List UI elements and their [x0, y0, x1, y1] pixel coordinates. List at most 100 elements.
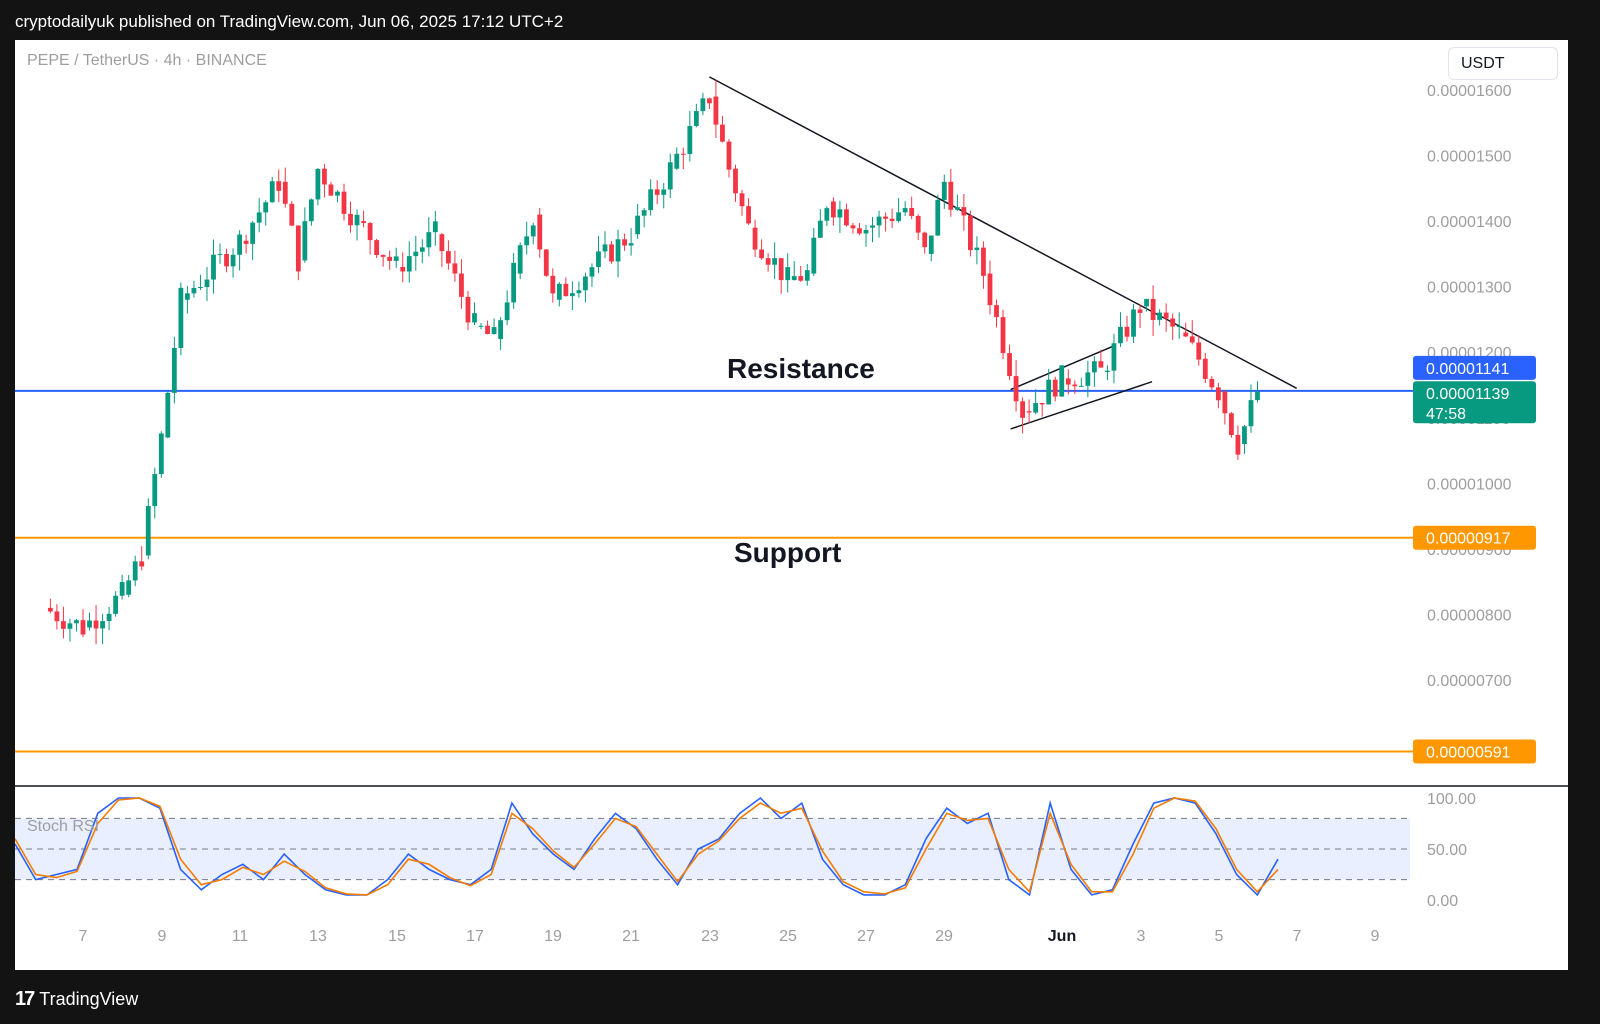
candle[interactable] — [987, 273, 993, 306]
candle[interactable] — [171, 347, 177, 393]
candle[interactable] — [413, 251, 419, 257]
candle[interactable] — [393, 256, 399, 261]
candle[interactable] — [1046, 379, 1052, 405]
candle[interactable] — [126, 580, 132, 595]
candle[interactable] — [974, 247, 980, 251]
candle[interactable] — [478, 325, 484, 327]
candle[interactable] — [406, 256, 412, 272]
candle[interactable] — [230, 254, 236, 267]
candle[interactable] — [498, 320, 503, 340]
candle[interactable] — [687, 125, 693, 155]
candle[interactable] — [132, 561, 138, 581]
candle[interactable] — [700, 98, 706, 112]
candle[interactable] — [335, 191, 340, 196]
candle[interactable] — [850, 225, 856, 229]
candle[interactable] — [1189, 336, 1195, 343]
chart-frame[interactable]: 0.00001600 0.00001500 0.00001400 0.00001300… — [15, 40, 1568, 970]
candle[interactable] — [556, 283, 562, 300]
candle[interactable] — [380, 254, 386, 257]
candle[interactable] — [295, 225, 301, 272]
candle[interactable] — [759, 249, 764, 259]
candle[interactable] — [67, 623, 73, 629]
candle[interactable] — [1255, 391, 1260, 401]
candle[interactable] — [198, 287, 203, 289]
candle[interactable] — [439, 234, 445, 252]
oscillator-series-line[interactable] — [15, 796, 1279, 897]
candle[interactable] — [269, 181, 275, 203]
candle[interactable] — [328, 184, 334, 196]
candle[interactable] — [302, 221, 308, 261]
candle[interactable] — [322, 168, 327, 185]
candle[interactable] — [256, 212, 262, 223]
candle[interactable] — [785, 267, 791, 281]
candle[interactable] — [47, 607, 53, 612]
candle[interactable] — [1013, 376, 1019, 402]
candle[interactable] — [1000, 317, 1006, 354]
candle[interactable] — [680, 153, 686, 155]
candle[interactable] — [158, 433, 164, 475]
candle[interactable] — [726, 141, 732, 170]
candle[interactable] — [459, 273, 464, 297]
candle[interactable] — [1124, 326, 1130, 337]
candle[interactable] — [693, 111, 699, 126]
candle[interactable] — [1170, 318, 1176, 327]
candle[interactable] — [87, 620, 92, 628]
candle[interactable] — [491, 327, 497, 335]
candle[interactable] — [602, 244, 608, 252]
candle[interactable] — [1222, 391, 1228, 414]
candle[interactable] — [224, 253, 229, 267]
candle[interactable] — [1105, 370, 1110, 372]
candle[interactable] — [1242, 426, 1247, 444]
candle[interactable] — [1007, 353, 1012, 377]
candle[interactable] — [948, 181, 954, 210]
candle[interactable] — [1026, 411, 1032, 413]
candle[interactable] — [524, 236, 530, 246]
candle[interactable] — [1078, 385, 1084, 387]
candle[interactable] — [739, 193, 745, 207]
candle[interactable] — [1176, 325, 1182, 327]
candle[interactable] — [113, 595, 119, 614]
candle[interactable] — [889, 218, 895, 221]
candle[interactable] — [661, 189, 667, 195]
candle[interactable] — [387, 256, 393, 261]
candle[interactable] — [968, 215, 973, 251]
candle[interactable] — [211, 254, 216, 280]
candle[interactable] — [243, 240, 249, 244]
candle[interactable] — [61, 621, 66, 629]
candle[interactable] — [870, 225, 875, 228]
candle[interactable] — [100, 621, 105, 629]
channel-line[interactable] — [1010, 381, 1153, 430]
candle[interactable] — [446, 251, 451, 264]
candle[interactable] — [308, 199, 314, 222]
candle[interactable] — [622, 239, 627, 246]
candle[interactable] — [707, 98, 712, 104]
candle[interactable] — [615, 239, 621, 262]
candle[interactable] — [550, 275, 556, 294]
candle[interactable] — [276, 181, 282, 191]
candle[interactable] — [74, 620, 79, 624]
candle[interactable] — [1248, 400, 1254, 427]
candle[interactable] — [93, 620, 99, 629]
candle[interactable] — [817, 220, 823, 238]
candle[interactable] — [191, 287, 197, 294]
candle[interactable] — [915, 215, 921, 233]
candle[interactable] — [733, 168, 738, 194]
candle[interactable] — [485, 325, 490, 335]
candle[interactable] — [909, 208, 915, 216]
candle[interactable] — [1150, 298, 1156, 320]
candle[interactable] — [1137, 309, 1143, 313]
candle[interactable] — [1065, 378, 1071, 385]
candle[interactable] — [139, 561, 145, 567]
candle[interactable] — [720, 124, 725, 142]
candle[interactable] — [994, 305, 999, 318]
candle[interactable] — [1144, 298, 1149, 307]
candle[interactable] — [145, 506, 151, 556]
candle[interactable] — [1091, 361, 1097, 373]
candle[interactable] — [465, 296, 471, 323]
candle[interactable] — [1196, 342, 1202, 360]
candle[interactable] — [635, 215, 641, 235]
candle[interactable] — [1163, 312, 1169, 319]
currency-button[interactable]: USDT — [1448, 47, 1558, 80]
candle[interactable] — [935, 199, 941, 236]
candle[interactable] — [185, 293, 190, 300]
